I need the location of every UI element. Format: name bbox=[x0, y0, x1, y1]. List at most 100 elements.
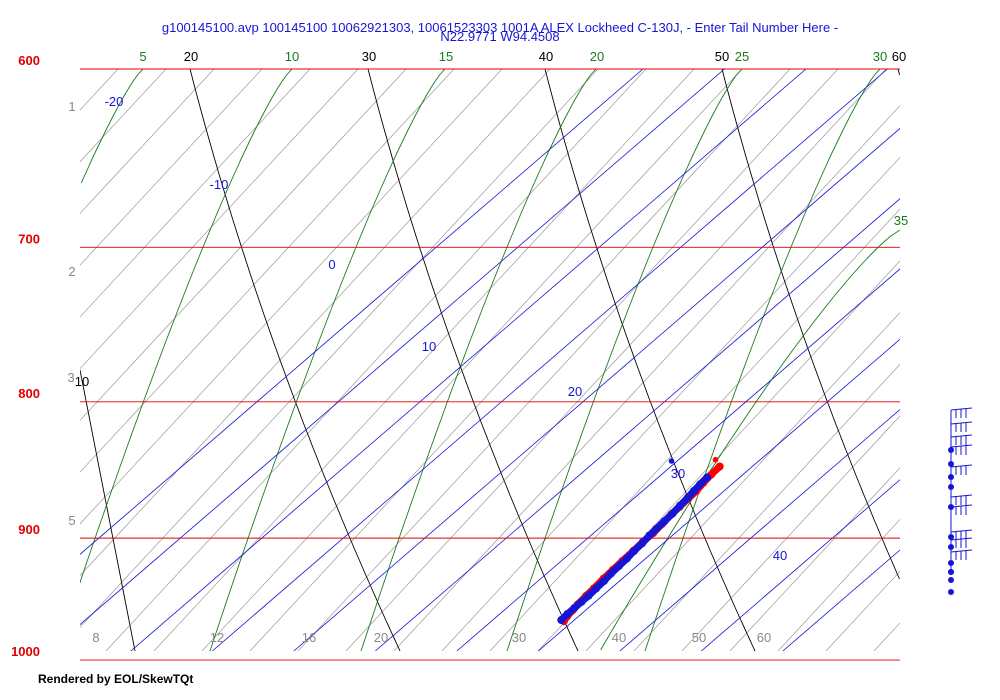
mixing-ratio-label: 20 bbox=[184, 49, 198, 64]
wind-barb bbox=[948, 421, 973, 467]
isotherm-line bbox=[375, 198, 900, 651]
dry-adiabat-line bbox=[441, 156, 900, 651]
dry-adiabat-line bbox=[80, 69, 263, 266]
chart-title-line1: g100145100.avp 100145100 10062921303, 10… bbox=[162, 20, 838, 35]
wind-barb bbox=[948, 407, 973, 453]
pressure-tick-label: 600 bbox=[18, 53, 40, 68]
wind-barb-dot bbox=[948, 474, 954, 480]
moist-adiabat-label: 35 bbox=[894, 213, 908, 228]
isotherms bbox=[80, 69, 900, 651]
mixing-ratio-label: 50 bbox=[715, 49, 729, 64]
mixing-ratio-label: 60 bbox=[892, 49, 906, 64]
left-axis-label: 1 bbox=[68, 99, 75, 114]
moist-adiabat-line bbox=[209, 69, 446, 651]
mixing-ratio-line bbox=[897, 69, 900, 76]
dry-adiabat-line bbox=[681, 415, 900, 651]
isotherm-line bbox=[80, 69, 725, 626]
dry-adiabat-line bbox=[537, 260, 900, 651]
isotherm-line bbox=[130, 69, 807, 651]
dry-adiabat-line bbox=[345, 69, 887, 651]
moist-adiabat-label: 30 bbox=[873, 49, 887, 64]
bottom-axis-label: 50 bbox=[692, 630, 706, 645]
dry-adiabat-line bbox=[393, 105, 900, 651]
bottom-axis-label: 40 bbox=[612, 630, 626, 645]
dry-adiabat-line bbox=[80, 69, 599, 628]
dry-adiabat-line bbox=[105, 69, 647, 651]
moist-adiabat-label: 5 bbox=[139, 49, 146, 64]
left-axis-label: 2 bbox=[68, 264, 75, 279]
wind-barb bbox=[948, 537, 973, 583]
footer-credit: Rendered by EOL/SkewTQt bbox=[38, 672, 194, 686]
wind-barb-dot bbox=[948, 560, 954, 566]
wind-barb-dot bbox=[948, 484, 954, 490]
mixing-ratio-label: 30 bbox=[362, 49, 376, 64]
bottom-axis-label: 12 bbox=[210, 630, 224, 645]
dry-adiabat-line bbox=[633, 363, 900, 651]
mixing-ratio-line bbox=[544, 69, 756, 651]
isotherm-label: -20 bbox=[105, 94, 124, 109]
wind-barb-dot bbox=[948, 577, 954, 583]
moist-adiabat-line bbox=[360, 69, 597, 651]
moist-adiabat-label: 20 bbox=[590, 49, 604, 64]
mixing-ratio-line bbox=[80, 369, 136, 651]
bottom-axis-label: 16 bbox=[302, 630, 316, 645]
wind-barb-dot bbox=[948, 461, 954, 467]
moist-adiabat-label: 25 bbox=[735, 49, 749, 64]
wind-barb bbox=[948, 434, 973, 480]
isotherm-line bbox=[701, 479, 900, 651]
left-axis-label: 3 bbox=[67, 370, 74, 385]
pressure-tick-label: 1000 bbox=[11, 644, 40, 659]
isotherm-line bbox=[782, 549, 900, 651]
chart-title-line2: N22.9771 W94.4508 bbox=[440, 29, 559, 44]
dry-adiabat-line bbox=[777, 518, 900, 651]
temperature-point bbox=[715, 462, 724, 471]
dry-adiabat-line bbox=[80, 69, 215, 214]
moist-adiabat-line bbox=[506, 69, 743, 651]
isotherm-label: 30 bbox=[671, 466, 685, 481]
mixing-ratio-lines bbox=[80, 69, 900, 651]
moist-adiabat-line bbox=[644, 69, 881, 651]
isotherm-line bbox=[293, 127, 900, 651]
bottom-axis-label: 30 bbox=[512, 630, 526, 645]
left-axis-label: 5 bbox=[68, 513, 75, 528]
moist-adiabat-label: 15 bbox=[439, 49, 453, 64]
moist-adiabat-line bbox=[80, 69, 293, 584]
sounding-series bbox=[557, 456, 724, 626]
dewpoint-series bbox=[557, 458, 712, 624]
pressure-tick-label: 700 bbox=[18, 231, 40, 246]
dry-adiabat-line bbox=[297, 69, 839, 651]
isotherm-line bbox=[538, 338, 900, 651]
wind-barb-dot bbox=[948, 534, 954, 540]
dry-adiabat-line bbox=[80, 69, 119, 111]
mixing-ratio-label: 10 bbox=[75, 374, 89, 389]
wind-barb bbox=[948, 549, 973, 595]
isobars bbox=[80, 68, 900, 661]
wind-barb-dot bbox=[948, 589, 954, 595]
isotherm-line bbox=[80, 69, 644, 555]
isotherm-label: 10 bbox=[422, 339, 436, 354]
dry-adiabat-line bbox=[80, 69, 167, 163]
mixing-ratio-line bbox=[189, 69, 401, 651]
dry-adiabat-line bbox=[249, 69, 791, 651]
mixing-ratio-line bbox=[367, 69, 579, 651]
dry-adiabat-line bbox=[489, 208, 900, 651]
dry-adiabat-line bbox=[825, 570, 900, 651]
wind-barb-dot bbox=[948, 544, 954, 550]
dry-adiabat-line bbox=[201, 69, 743, 651]
wind-barb bbox=[948, 494, 973, 540]
dry-adiabat-line bbox=[80, 69, 359, 370]
isotherm-line bbox=[456, 268, 900, 651]
dewpoint-point bbox=[668, 458, 675, 464]
bottom-axis-label: 8 bbox=[92, 630, 99, 645]
dry-adiabat-line bbox=[80, 69, 311, 318]
bottom-axis-label: 20 bbox=[374, 630, 388, 645]
pressure-tick-label: 900 bbox=[18, 522, 40, 537]
dry-adiabat-line bbox=[80, 69, 407, 421]
moist-adiabats bbox=[80, 69, 900, 651]
dry-adiabat-line bbox=[970, 69, 1000, 651]
isotherm-line bbox=[212, 69, 888, 651]
dewpoint-point bbox=[703, 473, 712, 482]
pressure-tick-label: 800 bbox=[18, 386, 40, 401]
